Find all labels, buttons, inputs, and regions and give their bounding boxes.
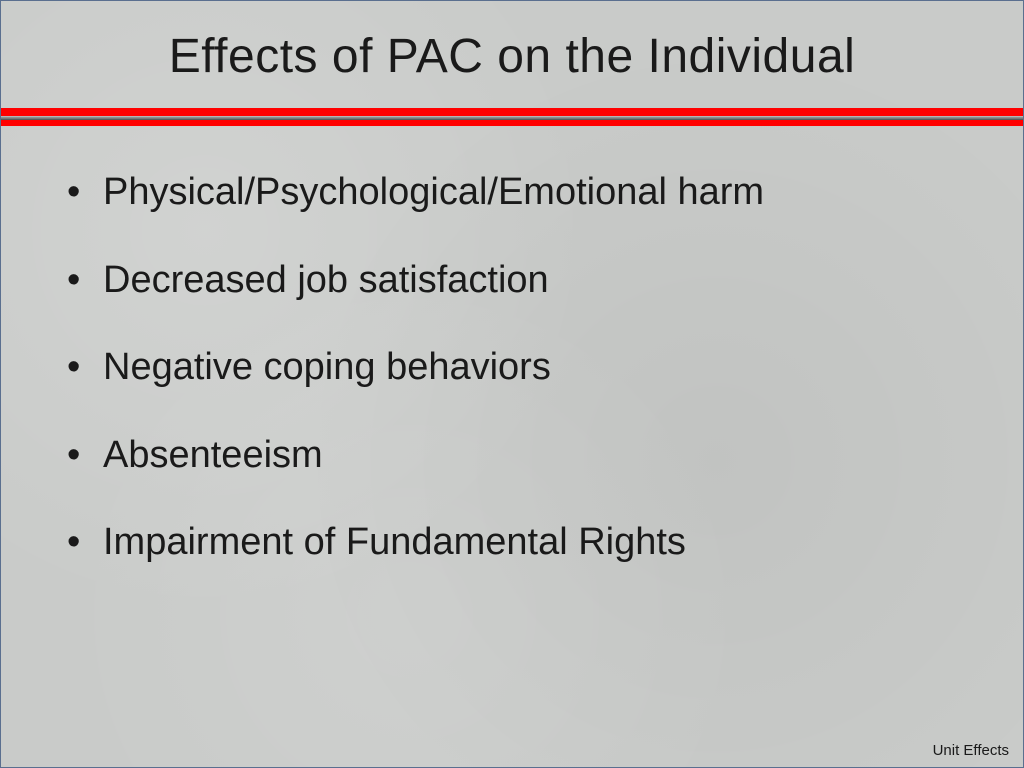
- list-item: Absenteeism: [61, 433, 963, 479]
- divider: [1, 108, 1023, 130]
- list-item: Decreased job satisfaction: [61, 258, 963, 304]
- content-region: Physical/Psychological/Emotional harm De…: [1, 130, 1023, 566]
- list-item: Negative coping behaviors: [61, 345, 963, 391]
- list-item: Physical/Psychological/Emotional harm: [61, 170, 963, 216]
- footer-label: Unit Effects: [933, 742, 1009, 759]
- title-region: Effects of PAC on the Individual: [1, 1, 1023, 102]
- list-item: Impairment of Fundamental Rights: [61, 520, 963, 566]
- slide-frame: Effects of PAC on the Individual Physica…: [0, 0, 1024, 768]
- slide-title: Effects of PAC on the Individual: [41, 29, 983, 84]
- bullet-list: Physical/Psychological/Emotional harm De…: [61, 170, 963, 566]
- divider-grey-line: [1, 116, 1023, 120]
